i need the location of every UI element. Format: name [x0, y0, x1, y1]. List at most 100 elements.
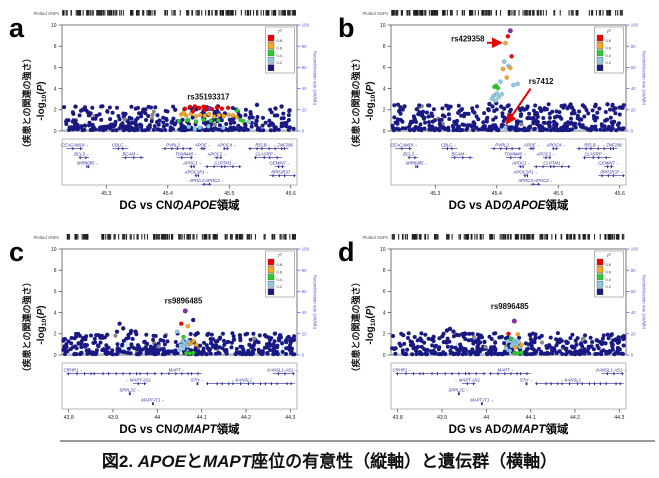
- svg-text:0: 0: [54, 353, 57, 359]
- svg-text:10: 10: [380, 247, 386, 253]
- svg-text:10: 10: [51, 23, 57, 29]
- svg-text:100: 100: [302, 23, 310, 28]
- scatter-peak-points: [418, 318, 620, 356]
- svg-text:0.6: 0.6: [606, 45, 611, 50]
- snp-arrow: [505, 88, 532, 125]
- svg-text:80: 80: [302, 268, 307, 273]
- gene-label: STH→: [520, 378, 533, 383]
- gene-label: MIR8085→: [77, 161, 99, 166]
- svg-text:r2: r2: [278, 253, 282, 260]
- gene-label: APOC4→: [545, 143, 565, 148]
- svg-text:4: 4: [54, 86, 57, 92]
- ld-legend: r2 0.8 0.6 0.4 0.2: [594, 250, 624, 298]
- svg-text:80: 80: [302, 44, 307, 49]
- svg-text:40: 40: [631, 310, 636, 315]
- svg-text:8: 8: [54, 268, 57, 274]
- panel-letter: d: [338, 237, 355, 267]
- svg-text:0.6: 0.6: [277, 45, 282, 50]
- ld-legend: r2 0.8 0.6 0.4 0.2: [265, 26, 295, 74]
- gene-label: CEACAM19→: [61, 143, 88, 148]
- svg-text:20: 20: [302, 107, 307, 112]
- svg-text:0.2: 0.2: [606, 284, 611, 289]
- panel-b: Plotted SNPs b -log10(P) （疾患との関連の強さ） 0 2 4 6 8 10…: [329, 3, 659, 218]
- recombination-axis-ticks: 0 20 40 60 80 100: [297, 247, 310, 358]
- gene-label: PPP1R37→: [600, 170, 623, 175]
- svg-text:0: 0: [54, 129, 57, 135]
- gene-label: ←MAPT-AS1: [126, 378, 152, 383]
- x-axis-ticks: 43.8 43.9 44 44.1 44.2 44.3: [64, 409, 295, 421]
- y-axis-ticks: 0 2 4 6 8 10: [380, 247, 391, 359]
- plotted-snps-band: [62, 10, 296, 16]
- gene-label: MAPT-IT1→: [470, 398, 493, 403]
- y-axis-ticks: 0 2 4 6 8 10: [51, 247, 62, 359]
- svg-text:80: 80: [631, 44, 636, 49]
- svg-text:0.8: 0.8: [606, 262, 611, 267]
- svg-text:0.2: 0.2: [277, 60, 282, 65]
- panel-letter: a: [9, 13, 25, 43]
- gene-label: CLPTM1→: [214, 161, 235, 166]
- caption-divider: [60, 440, 655, 442]
- y-axis-label: -log10(P): [365, 81, 377, 120]
- caption-part: APOE: [137, 452, 186, 471]
- panel-c: Plotted SNPs c -log10(P) （疾患との関連の強さ） 0 2 4 6 8 10…: [0, 227, 330, 442]
- svg-text:40: 40: [302, 86, 307, 91]
- scatter-peak-points: [402, 28, 623, 130]
- plotted-snps-label: Plotted SNPs: [33, 11, 59, 16]
- y-axis-label: -log10(P): [36, 305, 48, 344]
- panel-letter: b: [338, 13, 355, 43]
- gene-label: TOMM40→: [504, 152, 526, 157]
- svg-text:45.4: 45.4: [163, 191, 173, 197]
- gene-label: ←KANSL1: [231, 378, 252, 383]
- caption-part: 座位の有意性（縦軸）と遺伝群（横軸）: [251, 452, 558, 471]
- svg-text:0: 0: [302, 353, 305, 358]
- gene-label: APOC1P1→: [513, 170, 538, 175]
- svg-text:45.5: 45.5: [224, 191, 234, 197]
- svg-text:2: 2: [54, 108, 57, 114]
- gene-label: CEACAM19→: [390, 143, 417, 148]
- y-axis-label: -log10(P): [36, 81, 48, 120]
- svg-text:6: 6: [54, 65, 57, 71]
- svg-text:0: 0: [302, 129, 305, 134]
- panel-d-svg: Plotted SNPs d -log10(P) （疾患との関連の強さ） 0 2 4 6 8 10…: [338, 234, 647, 436]
- gene-label: ←MAPT-AS1: [455, 378, 481, 383]
- svg-text:44.1: 44.1: [197, 415, 207, 421]
- panel-a-svg: Plotted SNPs a -log10(P) （疾患との関連の強さ） 0 2 4 6 8 10…: [9, 10, 318, 212]
- svg-text:44.3: 44.3: [285, 415, 295, 421]
- svg-text:60: 60: [631, 289, 636, 294]
- snp-label: rs9896485: [491, 302, 529, 311]
- svg-text:20: 20: [302, 331, 307, 336]
- scatter-noise-points: [390, 331, 626, 357]
- snp-label: rs35193317: [187, 92, 229, 101]
- svg-text:4: 4: [383, 310, 386, 316]
- svg-text:100: 100: [302, 247, 310, 252]
- gene-label: MAPT-IT1→: [141, 398, 164, 403]
- gene-label: APOE→: [523, 143, 540, 148]
- gene-label: APOC4-APOC2→: [517, 178, 553, 183]
- svg-text:44: 44: [483, 415, 489, 421]
- scatter-peak-points: [81, 308, 293, 356]
- svg-text:8: 8: [54, 44, 57, 50]
- gene-label: APOC2→: [536, 152, 556, 157]
- gene-label: STH→: [191, 378, 204, 383]
- y-axis-ticks: 0 2 4 6 8 10: [51, 23, 62, 135]
- svg-text:40: 40: [631, 86, 636, 91]
- svg-text:4: 4: [54, 310, 57, 316]
- gene-label: KANSL1-AS1→: [267, 368, 297, 373]
- snp-label: rs429358: [451, 35, 485, 44]
- gene-label: APOC1→: [511, 161, 531, 166]
- gene-label: PPP1R37→: [271, 170, 294, 175]
- figure-caption: 図2. APOEとMAPT座位の有意性（縦軸）と遺伝群（横軸）: [0, 447, 659, 472]
- plotted-snps-label: Plotted SNPs: [362, 235, 388, 240]
- svg-text:0.8: 0.8: [277, 262, 282, 267]
- svg-text:6: 6: [383, 65, 386, 71]
- gene-label: CBLC→: [441, 143, 457, 148]
- recombination-axis-label: Recombination rate (cM/Mb): [313, 275, 318, 330]
- x-axis-title: DG vs CNのAPOE領域: [119, 198, 240, 212]
- gene-label: APOC1→: [182, 161, 202, 166]
- gene-label: RELB→: [584, 143, 600, 148]
- svg-text:0.4: 0.4: [277, 53, 283, 58]
- x-axis-title: DG vs ADのAPOE領域: [449, 198, 569, 212]
- panel-c-svg: Plotted SNPs c -log10(P) （疾患との関連の強さ） 0 2 4 6 8 10…: [9, 234, 318, 436]
- svg-text:0: 0: [383, 353, 386, 359]
